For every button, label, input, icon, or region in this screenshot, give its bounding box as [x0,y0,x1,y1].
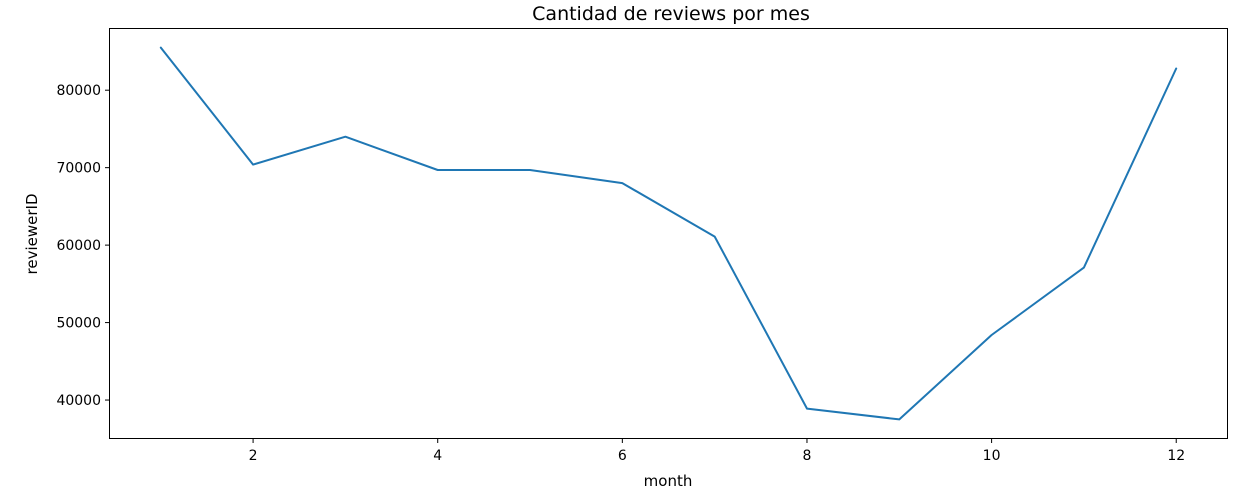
y-tick-label: 80000 [56,83,101,99]
chart-title: Cantidad de reviews por mes [532,3,810,25]
series-layer [159,46,1178,421]
y-axis: 40000 50000 60000 70000 80000 [56,83,110,409]
plot-area: 2 4 6 8 10 12 40000 50000 60000 70000 80000 [56,28,1228,464]
x-tick-label: 6 [618,448,627,464]
y-tick-label: 70000 [56,161,101,177]
series-line [159,46,1178,421]
x-axis-label: month [644,472,693,490]
plot-frame [109,28,1228,439]
y-tick-label: 60000 [56,238,101,254]
y-tick-label: 40000 [56,393,101,409]
y-tick-label: 50000 [56,316,101,332]
x-tick-label: 2 [249,448,258,464]
x-tick-label: 4 [433,448,442,464]
x-tick-label: 12 [1167,448,1185,464]
x-tick-label: 10 [983,448,1001,464]
x-tick-label: 8 [803,448,812,464]
x-axis: 2 4 6 8 10 12 [249,438,1185,464]
y-axis-label: reviewerID [23,194,41,275]
